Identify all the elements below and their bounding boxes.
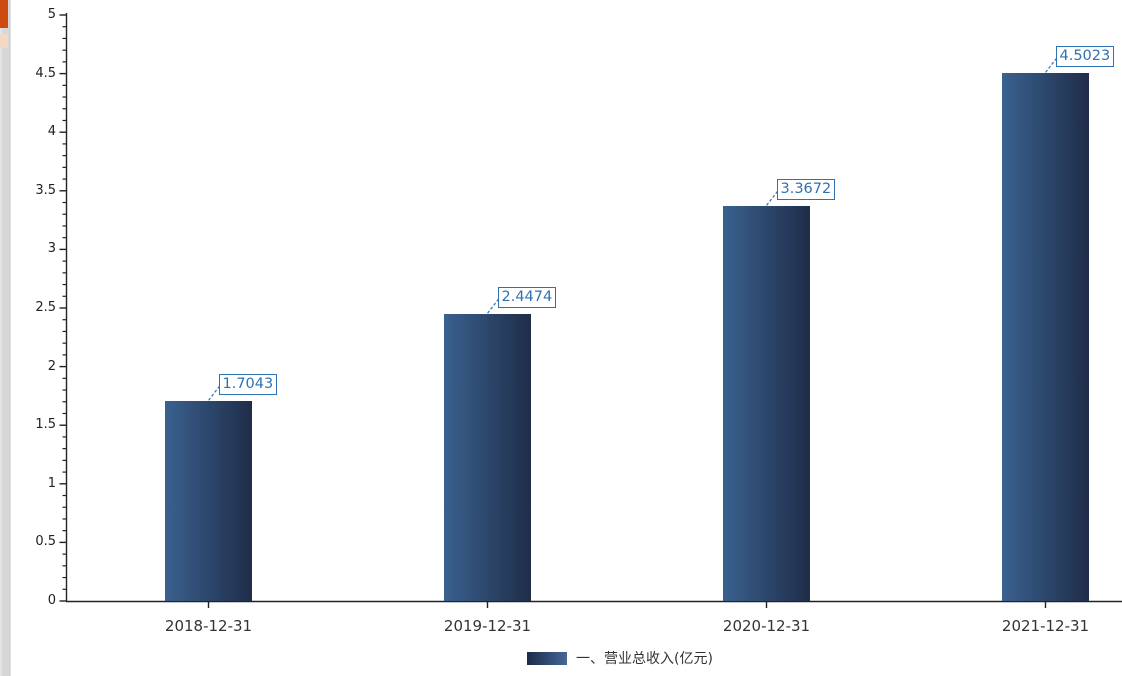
x-axis-label: 2019-12-31 [443, 617, 532, 635]
y-tick-label: 0.5 [35, 534, 56, 550]
y-tick-label: 1 [47, 475, 56, 491]
y-tick-label: 0 [47, 593, 56, 608]
y-tick-label: 3 [47, 241, 56, 257]
data-label: 1.7043 [218, 374, 278, 396]
x-axis-label: 2020-12-31 [722, 617, 811, 635]
page-edge-strip [0, 0, 11, 676]
legend: 一、营业总收入(亿元) [527, 649, 713, 667]
data-label-connector [205, 385, 220, 405]
data-label: 2.4474 [497, 287, 557, 309]
bar-2020-12-31[interactable] [723, 206, 810, 601]
data-label-connector [484, 298, 499, 318]
data-label-connector [763, 190, 778, 210]
y-tick-label: 4 [47, 124, 56, 140]
y-tick-label: 3.5 [35, 182, 56, 198]
x-axis-label: 2018-12-31 [164, 617, 253, 635]
edge-top-marker [0, 0, 8, 28]
bar-2021-12-31[interactable] [1002, 73, 1089, 601]
data-label-connector [1042, 57, 1057, 77]
y-tick-label: 4.5 [35, 65, 56, 81]
data-label: 3.3672 [776, 179, 836, 201]
x-axis-label: 2021-12-31 [1001, 617, 1090, 635]
y-tick-label: 1.5 [35, 417, 56, 433]
y-tick-label: 2 [47, 358, 56, 374]
legend-swatch[interactable] [527, 651, 567, 665]
bar-2018-12-31[interactable] [165, 401, 252, 601]
y-tick-label: 5 [47, 7, 56, 22]
y-tick-label: 2.5 [35, 300, 56, 315]
legend-label[interactable]: 一、营业总收入(亿元) [576, 651, 713, 667]
bar-2019-12-31[interactable] [444, 314, 531, 601]
data-label: 4.5023 [1055, 46, 1115, 68]
edge-sub-marker [0, 34, 8, 48]
